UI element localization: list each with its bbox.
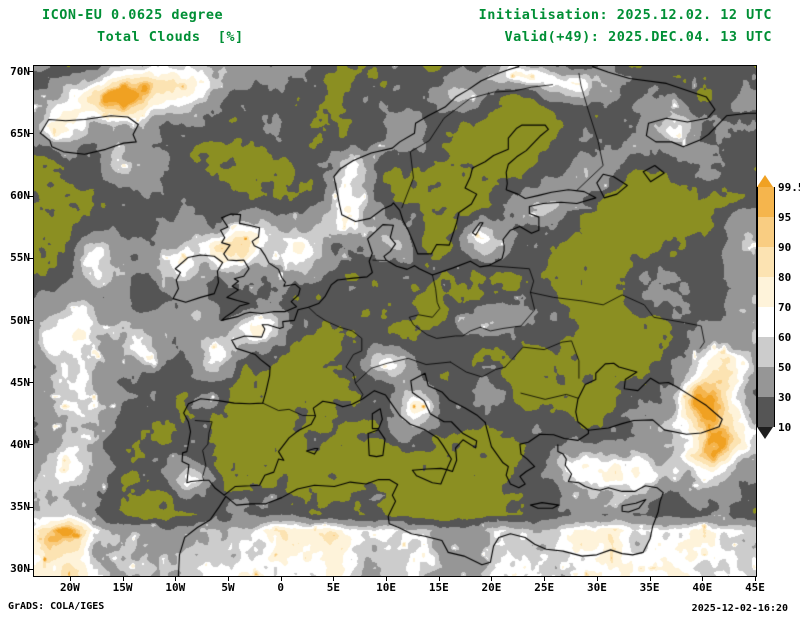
lat-tick-mark <box>28 382 33 384</box>
lon-tick-mark <box>491 576 493 581</box>
legend-label: 90 <box>778 240 792 254</box>
lon-tick-mark <box>438 576 440 581</box>
creation-timestamp: 2025-12-02-16:20 <box>691 603 788 614</box>
lon-tick-label: 30E <box>586 581 607 594</box>
lat-tick-label: 65N <box>10 126 30 140</box>
legend-label: 80 <box>778 270 792 284</box>
lat-tick-label: 30N <box>10 562 30 576</box>
legend-cell <box>757 247 775 277</box>
legend-cell <box>757 337 775 367</box>
lon-tick-mark <box>649 576 651 581</box>
legend-label: 95 <box>778 210 792 224</box>
lon-tick-label: 35E <box>639 581 660 594</box>
lon-tick-label: 5W <box>221 581 235 594</box>
lon-tick-label: 20W <box>59 581 80 594</box>
lon-tick-label: 40E <box>692 581 713 594</box>
lon-tick-mark <box>122 576 124 581</box>
lon-tick-label: 10E <box>376 581 397 594</box>
legend-label: 60 <box>778 330 792 344</box>
legend-label: 10 <box>778 420 792 434</box>
lon-tick-label: 0 <box>277 581 284 594</box>
lat-tick-label: 35N <box>10 500 30 514</box>
cloud-cover-map-canvas <box>34 66 756 576</box>
lon-tick-mark <box>175 576 177 581</box>
lat-tick-label: 45N <box>10 375 30 389</box>
lon-tick-mark <box>755 576 756 581</box>
lon-tick-label: 15W <box>112 581 133 594</box>
lat-tick-mark <box>28 195 33 197</box>
lon-tick-label: 5E <box>326 581 341 594</box>
legend-label: 70 <box>778 300 792 314</box>
lon-tick-label: 20E <box>481 581 502 594</box>
lon-tick-mark <box>386 576 388 581</box>
legend-cell <box>757 217 775 247</box>
lat-tick-mark <box>28 257 33 259</box>
legend-cell <box>757 307 775 337</box>
lon-tick-mark <box>333 576 335 581</box>
lat-tick-label: 60N <box>10 189 30 203</box>
legend-label: 99.5 <box>778 180 800 194</box>
legend-bottom-cap <box>757 427 773 439</box>
legend-cell <box>757 397 775 427</box>
legend-cell <box>757 367 775 397</box>
lat-tick-mark <box>28 133 33 135</box>
colorbar-legend: 99.5 95 90 80 70 60 50 30 10 <box>757 175 800 445</box>
lat-tick-mark <box>28 506 33 508</box>
init-time: Initialisation: 2025.12.02. 12 UTC <box>478 7 772 23</box>
legend-cell <box>757 187 775 217</box>
legend-top-cap <box>757 175 773 187</box>
lon-tick-mark <box>69 576 71 581</box>
model-title: ICON-EU 0.0625 degree <box>42 7 224 23</box>
lat-tick-mark <box>28 444 33 446</box>
lat-tick-label: 55N <box>10 251 30 265</box>
lon-tick-mark <box>702 576 704 581</box>
lat-tick-label: 40N <box>10 437 30 451</box>
lon-tick-label: 15E <box>428 581 449 594</box>
lon-tick-mark <box>596 576 598 581</box>
legend-cell <box>757 277 775 307</box>
lon-tick-label: 45E <box>745 581 765 594</box>
lon-tick-mark <box>227 576 229 581</box>
legend-label: 30 <box>778 390 792 404</box>
valid-time: Valid(+49): 2025.DEC.04. 13 UTC <box>504 29 772 45</box>
lat-tick-label: 50N <box>10 313 30 327</box>
lat-tick-mark <box>28 320 33 321</box>
variable-title: Total Clouds [%] <box>97 29 244 45</box>
lon-tick-mark <box>280 576 282 581</box>
lat-tick-mark <box>28 71 33 73</box>
lon-tick-mark <box>544 576 546 581</box>
legend-label: 50 <box>778 360 792 374</box>
lat-tick-label: 70N <box>10 64 30 78</box>
lon-tick-label: 10W <box>165 581 186 594</box>
lat-tick-mark <box>28 568 33 570</box>
map-frame <box>33 65 757 577</box>
lon-tick-label: 25E <box>534 581 555 594</box>
grads-credit: GrADS: COLA/IGES <box>8 601 105 612</box>
